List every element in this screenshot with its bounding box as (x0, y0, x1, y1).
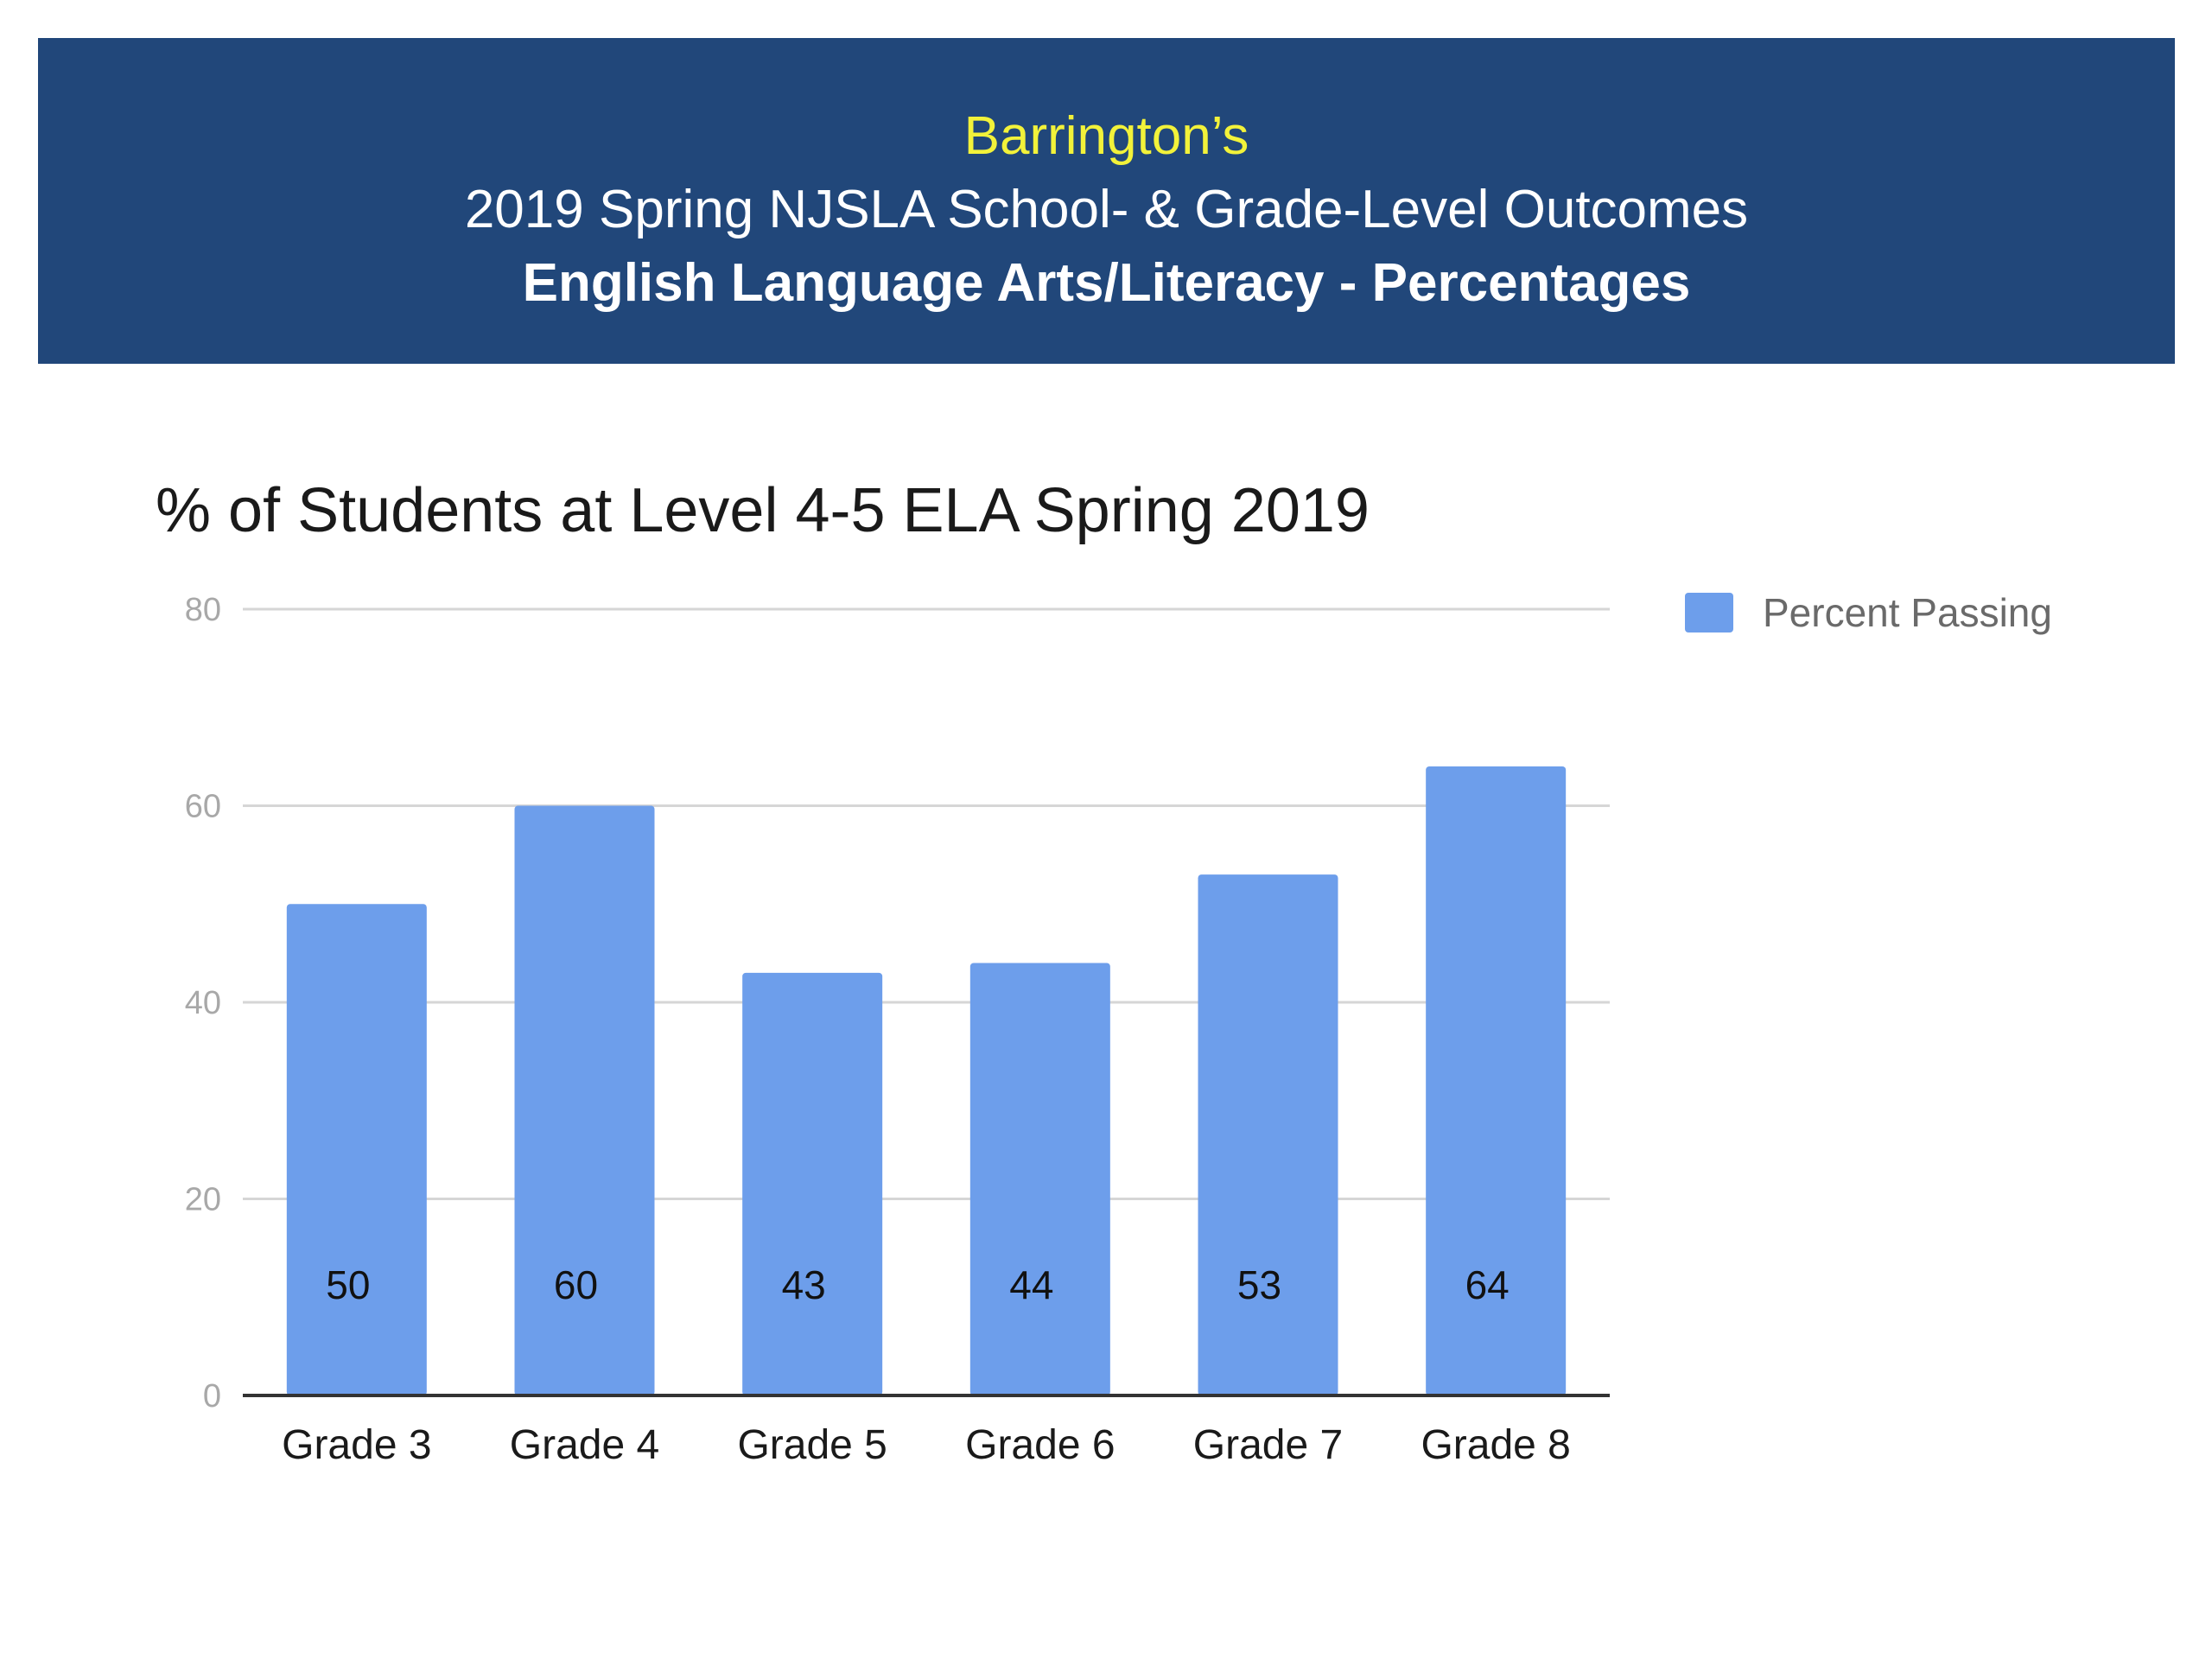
title-banner: Barrington’s 2019 Spring NJSLA School- &… (38, 38, 2175, 364)
x-tick-label: Grade 3 (282, 1422, 431, 1468)
bar-data-label: 60 (554, 1262, 598, 1307)
x-tick-label: Grade 8 (1421, 1422, 1570, 1468)
bar-grade-5 (742, 972, 883, 1395)
legend-label: Percent Passing (1763, 590, 2052, 635)
banner-subject: English Language Arts/Literacy - Percent… (522, 253, 1691, 313)
bar-grade-6 (969, 963, 1110, 1395)
bar-data-label: 53 (1237, 1262, 1281, 1307)
y-tick-label: 20 (185, 1182, 221, 1218)
x-tick-label: Grade 7 (1193, 1422, 1343, 1468)
bar-grade-4 (514, 805, 655, 1395)
bar-data-label: 64 (1465, 1262, 1510, 1307)
bar-grade-7 (1198, 874, 1338, 1395)
bar-data-label: 44 (1009, 1262, 1053, 1307)
legend: Percent Passing (1685, 590, 2052, 635)
bar-grade-8 (1426, 766, 1567, 1395)
bar-data-label: 50 (326, 1262, 370, 1307)
bar-data-label: 43 (782, 1262, 826, 1307)
gridlines (243, 607, 1610, 1200)
legend-swatch (1685, 593, 1733, 632)
bar-grade-3 (286, 904, 427, 1395)
y-tick-label: 60 (185, 789, 221, 825)
bars (286, 766, 1567, 1395)
x-tick-label: Grade 4 (510, 1422, 659, 1468)
x-axis-ticks: Grade 3 Grade 4 Grade 5 Grade 6 Grade 7 Grade… (282, 1422, 1571, 1468)
y-tick-label: 80 (185, 592, 221, 628)
x-tick-label: Grade 6 (965, 1422, 1115, 1468)
y-tick-label: 40 (185, 985, 221, 1021)
y-axis-ticks: 0 20 40 60 80 (185, 592, 221, 1414)
bar-data-labels: 50 60 43 44 53 64 (326, 1262, 1510, 1307)
x-tick-label: Grade 5 (737, 1422, 887, 1468)
banner-subtitle: 2019 Spring NJSLA School- & Grade-Level … (464, 180, 1749, 239)
banner-school-name: Barrington’s (963, 106, 1249, 166)
y-tick-label: 0 (203, 1378, 221, 1414)
chart-title: % of Students at Level 4-5 ELA Spring 20… (156, 476, 1370, 545)
